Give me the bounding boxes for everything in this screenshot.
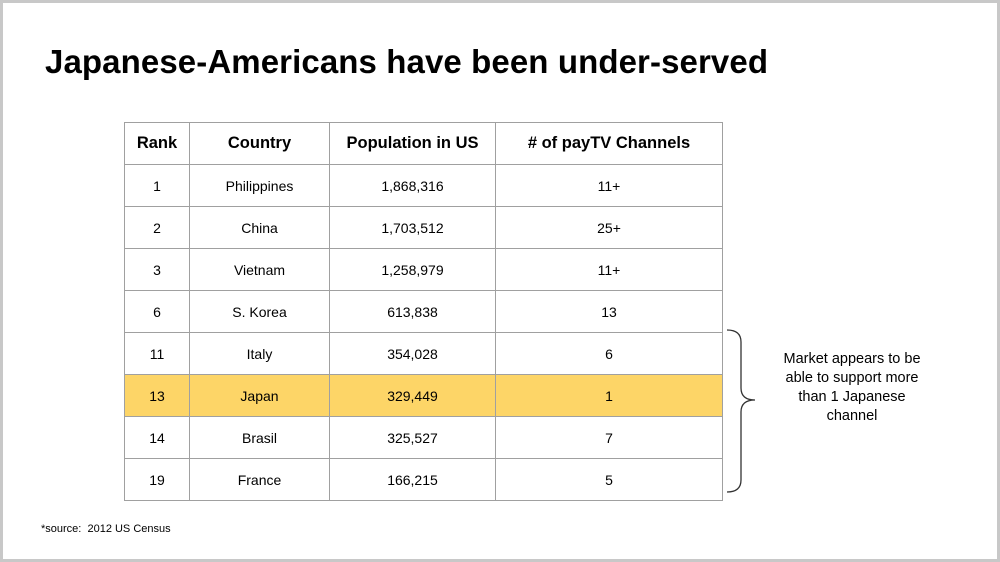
- table-row: 19 France 166,215 5: [124, 458, 723, 501]
- cell-channels: 11+: [495, 248, 723, 291]
- column-header-population: Population in US: [329, 122, 496, 165]
- table-row: 3 Vietnam 1,258,979 11+: [124, 248, 723, 291]
- cell-rank: 6: [124, 290, 190, 333]
- cell-country: China: [189, 206, 330, 249]
- cell-country: Vietnam: [189, 248, 330, 291]
- cell-channels: 6: [495, 332, 723, 375]
- slide-title: Japanese-Americans have been under-serve…: [45, 43, 769, 80]
- table-header-row: Rank Country Population in US # of payTV…: [124, 122, 723, 165]
- table-row: 14 Brasil 325,527 7: [124, 416, 723, 459]
- cell-country: Japan: [189, 374, 330, 417]
- cell-rank: 13: [124, 374, 190, 417]
- cell-channels: 7: [495, 416, 723, 459]
- cell-population: 1,703,512: [329, 206, 496, 249]
- column-header-rank: Rank: [124, 122, 190, 165]
- cell-country: France: [189, 458, 330, 501]
- table-row: 6 S. Korea 613,838 13: [124, 290, 723, 333]
- cell-population: 325,527: [329, 416, 496, 459]
- table-row: 1 Philippines 1,868,316 11+: [124, 164, 723, 207]
- cell-rank: 14: [124, 416, 190, 459]
- column-header-country: Country: [189, 122, 330, 165]
- cell-country: Italy: [189, 332, 330, 375]
- right-curly-brace: [726, 329, 756, 493]
- cell-channels: 5: [495, 458, 723, 501]
- cell-rank: 2: [124, 206, 190, 249]
- cell-channels: 1: [495, 374, 723, 417]
- population-table: Rank Country Population in US # of payTV…: [124, 122, 723, 501]
- cell-country: S. Korea: [189, 290, 330, 333]
- cell-population: 354,028: [329, 332, 496, 375]
- cell-rank: 1: [124, 164, 190, 207]
- cell-country: Brasil: [189, 416, 330, 459]
- cell-channels: 25+: [495, 206, 723, 249]
- cell-channels: 13: [495, 290, 723, 333]
- source-footnote: *source: 2012 US Census: [41, 523, 171, 535]
- table-row: 11 Italy 354,028 6: [124, 332, 723, 375]
- cell-channels: 11+: [495, 164, 723, 207]
- cell-population: 613,838: [329, 290, 496, 333]
- cell-population: 1,258,979: [329, 248, 496, 291]
- cell-country: Philippines: [189, 164, 330, 207]
- table-row-highlighted: 13 Japan 329,449 1: [124, 374, 723, 417]
- cell-rank: 3: [124, 248, 190, 291]
- cell-rank: 19: [124, 458, 190, 501]
- cell-rank: 11: [124, 332, 190, 375]
- column-header-channels: # of payTV Channels: [495, 122, 723, 165]
- cell-population: 166,215: [329, 458, 496, 501]
- table-row: 2 China 1,703,512 25+: [124, 206, 723, 249]
- annotation-text: Market appears to be able to support mor…: [783, 351, 921, 424]
- cell-population: 329,449: [329, 374, 496, 417]
- cell-population: 1,868,316: [329, 164, 496, 207]
